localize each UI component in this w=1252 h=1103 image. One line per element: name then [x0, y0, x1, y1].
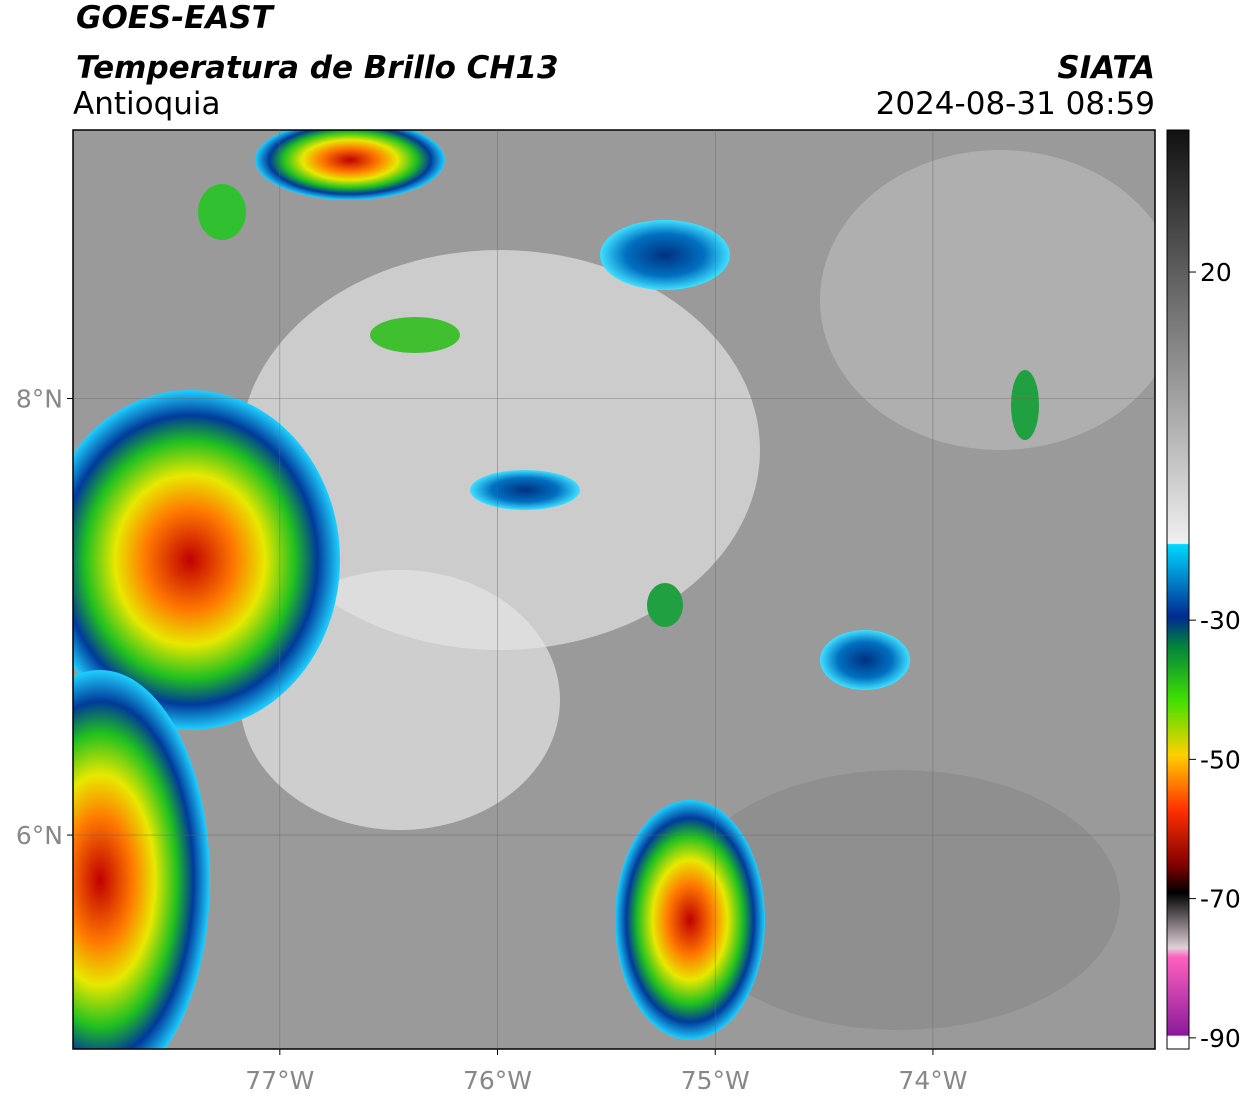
x-tick-label: 75°W — [681, 1066, 750, 1095]
datetime: 2024-08-31 08:59 — [876, 86, 1155, 122]
colorbar — [1166, 129, 1190, 1050]
title: GOES-EAST — [76, 0, 276, 36]
imagery — [73, 130, 1155, 1049]
colorbar-tick-label: -50 — [1200, 745, 1241, 774]
x-tick-label: 74°W — [898, 1066, 967, 1095]
subtitle: Temperatura de Brillo CH13 — [76, 50, 559, 86]
colorbar-tick-label: -30 — [1200, 606, 1241, 635]
region: Antioquia — [73, 86, 221, 122]
x-tick-label: 77°W — [245, 1066, 314, 1095]
colorbar-tick-label: 20 — [1200, 258, 1232, 287]
colorbar-tick-label: -90 — [1200, 1024, 1241, 1053]
map-frame — [72, 129, 1156, 1050]
y-tick-label: 6°N — [16, 821, 63, 850]
x-tick-label: 76°W — [463, 1066, 532, 1095]
y-tick-label: 8°N — [16, 384, 63, 413]
source: SIATA — [1057, 50, 1155, 86]
colorbar-tick-label: -70 — [1200, 885, 1241, 914]
